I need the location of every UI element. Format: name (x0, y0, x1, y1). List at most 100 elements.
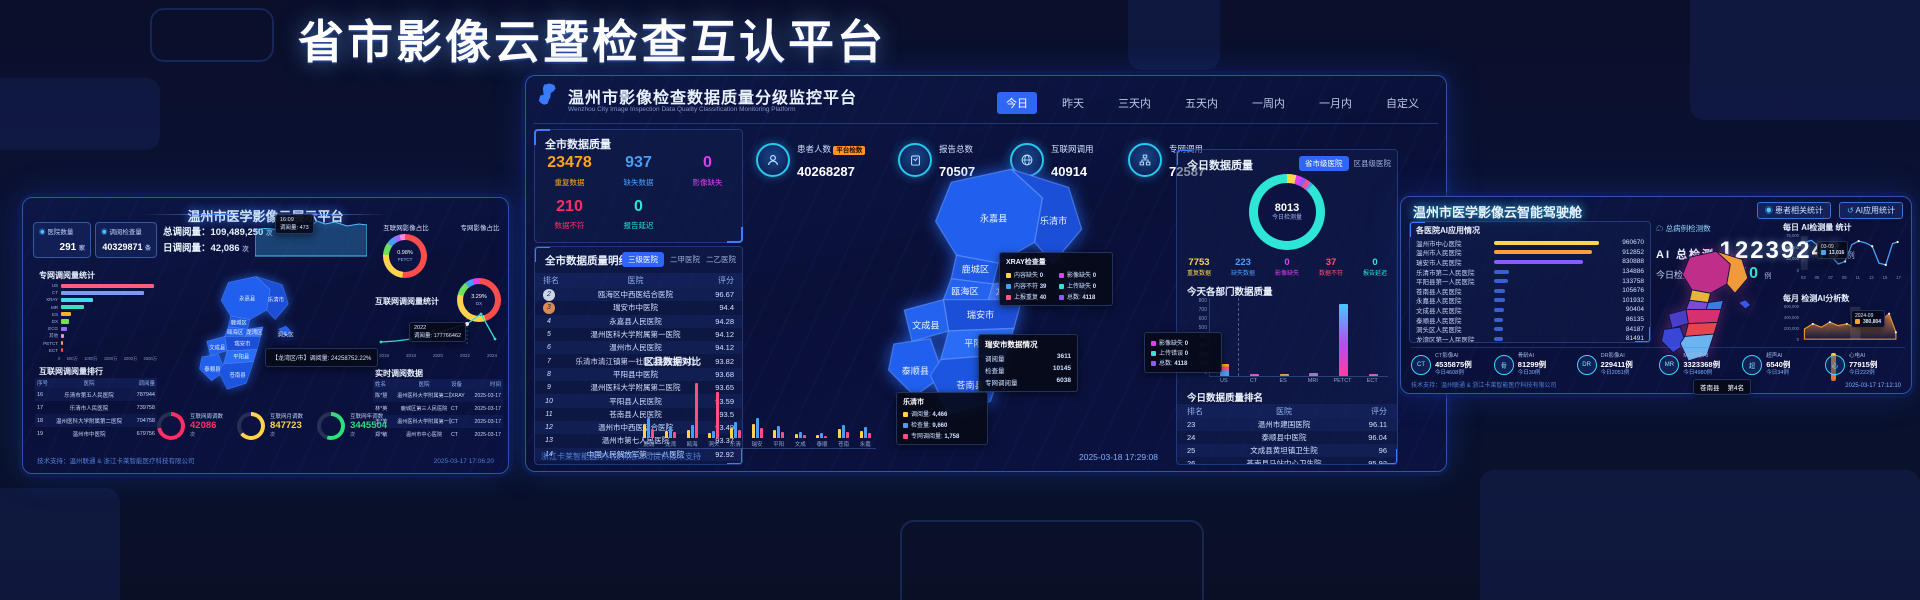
filter-5days[interactable]: 五天内 (1185, 98, 1218, 110)
legend-dot (1006, 283, 1011, 289)
line-tooltip: 2022 调阅量: 177766462 (409, 322, 467, 342)
tooltip-value: 4,466 (932, 412, 948, 418)
district-label: 泰顺县 (204, 365, 221, 373)
hospital-value: 84187 (1625, 325, 1644, 333)
ai-stats-button[interactable]: ↺ AI应用统计 (1838, 202, 1903, 219)
dept-bar-slot (1210, 298, 1240, 376)
axis-tick: 2016 (379, 353, 390, 358)
bar (61, 341, 64, 346)
hospital-value: 86135 (1625, 316, 1644, 324)
donut-center: 3.29% (471, 294, 487, 300)
cell-device: CT (451, 405, 458, 412)
hospital-row: 乐清市第二人民医院 134886 (1416, 267, 1644, 277)
cell-hospital: 永嘉县人民医院 (609, 316, 662, 326)
gauge-label: 互联网 (190, 413, 207, 420)
compare-label: 永嘉 (859, 442, 871, 448)
cell-score: 96.67 (715, 290, 734, 300)
ai-stat-value: 4535875例 (1435, 360, 1472, 370)
compare-label: 瑞安 (751, 442, 763, 448)
donut-sub: PETCT (397, 256, 413, 262)
dept-bar (1339, 304, 1349, 376)
cell-rank: 26 (1187, 459, 1196, 465)
bar-label: ECG (48, 326, 58, 332)
kpi-patients: 患者人数 平台检数 40268287 (756, 136, 868, 184)
quality-value: 937 (625, 154, 652, 171)
axis-tick: 13 (1868, 275, 1874, 280)
right-ai-map[interactable] (1653, 249, 1803, 383)
axis-tick: 700 (1198, 307, 1207, 313)
compare-group: 鹿城 (638, 368, 660, 448)
tooltip-title: 乐清市 (903, 399, 924, 406)
legend-dot (903, 411, 908, 417)
hospital-name: 乐清市第二人民医院 (1416, 269, 1475, 277)
gauge-value: 847723 (270, 420, 302, 432)
tab-tier2b[interactable]: 二乙医院 (706, 255, 736, 264)
kpi-reports: 报告总数 70507 (898, 136, 980, 184)
cell-hospital: 温州医科大学附属第二医院 (397, 393, 451, 399)
bar-row: US (39, 282, 157, 289)
bar-exams (755, 418, 759, 438)
tab-tier3[interactable]: 三级医院 (622, 252, 664, 267)
district-label: 永嘉县 (239, 294, 256, 302)
tooltip-label: 检查量: (911, 423, 931, 429)
quality-detail-card: 全市数据质量明细 三级医院 二甲医院 二乙医院 排名 医院 评分 2 瓯海区中西医结… (534, 246, 743, 465)
right-panel-title: 温州市医学影像云智能驾驶舱 (1413, 205, 1583, 220)
center-panel-title: 温州市影像检查数据质量分级监控平台 (568, 90, 858, 107)
table-header: 排名 医院 评分 (1177, 404, 1397, 418)
filter-today[interactable]: 今日 (997, 92, 1037, 114)
toggle-city-hospitals[interactable]: 省市级医院 (1299, 156, 1349, 171)
filter-week[interactable]: 一周内 (1252, 98, 1285, 110)
tooltip-date: 2024-09 (1855, 313, 1874, 319)
gauge-ring (157, 412, 185, 440)
legend-value: 223 (1235, 257, 1251, 268)
left-footer-time: 2025-03-17 17:06:20 (433, 458, 494, 465)
district-label: 泰顺县 (902, 365, 929, 376)
compare-label: 鹿城 (643, 442, 655, 448)
toggle-county-hospitals[interactable]: 区县级医院 (1353, 159, 1392, 168)
private-share-donut: 3.29% DX (457, 278, 501, 322)
filter-custom[interactable]: 自定义 (1386, 98, 1419, 110)
cell-hospital: 温州医科大学附属第一医院 (397, 419, 451, 425)
ai-stat-today: 今日34例 (1766, 369, 1789, 376)
table-row: 陈*慧 温州医科大学附属第二医院 XRAY 2025-03-17 (373, 389, 503, 402)
cell-rank: 25 (1187, 446, 1196, 455)
detail-title: 全市数据质量明细 (545, 255, 629, 267)
legend-entry: 内容不符 39 (1006, 281, 1053, 290)
hospital-value: 90404 (1625, 306, 1644, 314)
ai-stat-item: 心 心电AI 77915例 今日222例 (1824, 353, 1905, 377)
hospital-name: 洞头区人民医院 (1416, 327, 1462, 335)
cell-rank: 16 (37, 391, 44, 398)
tooltip-row: 专网调阅量: 1,758 (903, 431, 981, 440)
hospital-bar (1494, 288, 1506, 293)
refresh-icon: ↺ (1846, 206, 1854, 215)
cell-value: 739758 (136, 404, 155, 411)
ai-stat-today: 今日222例 (1848, 369, 1875, 376)
left-wenzhou-map[interactable]: 永嘉县 乐清市 鹿城区 瓯海区 龙湾区 洞头区 瑞安市 文成县 平阳县 泰顺县 … (191, 274, 316, 412)
bar-row: XRAY (39, 296, 157, 303)
cell-value: 704758 (136, 417, 155, 424)
filter-3days[interactable]: 三天内 (1118, 98, 1151, 110)
deco-block (1480, 470, 1920, 600)
tooltip-label: 调阅量: (414, 333, 433, 339)
patient-stats-button[interactable]: ◉ 患者相关统计 (1756, 202, 1831, 219)
compare-label: 文成 (794, 442, 806, 448)
tab-tier2a[interactable]: 二甲医院 (670, 255, 700, 264)
legend-value: 0 (1092, 284, 1097, 290)
quality-label: 重复数据 (554, 178, 585, 187)
center-logo-icon (536, 83, 562, 109)
bar-private (824, 435, 828, 438)
hospital-row: 龙湾区第一人民医院 81491 (1416, 334, 1644, 342)
legend-value: 0 (1372, 257, 1378, 268)
right-footer-time: 2025-03-17 17:12:10 (1845, 383, 1901, 389)
axis-tick: 400,000 (1783, 315, 1799, 320)
axis-tick: 500 (1198, 325, 1207, 331)
rank-badge: 11 (545, 410, 553, 418)
exam-count-box: ◉ 调阅检查量 40329871 条 (95, 222, 157, 258)
cell-score: 94.12 (715, 343, 734, 353)
filter-month[interactable]: 一月内 (1319, 98, 1352, 110)
filter-yesterday[interactable]: 昨天 (1062, 98, 1084, 110)
table-row: 18 温州医科大学附属第二医院 704758 (35, 414, 157, 427)
bar (61, 348, 63, 353)
cell-hospital: 温州市人民医院 (609, 343, 662, 353)
bar-label: ES (51, 311, 58, 317)
